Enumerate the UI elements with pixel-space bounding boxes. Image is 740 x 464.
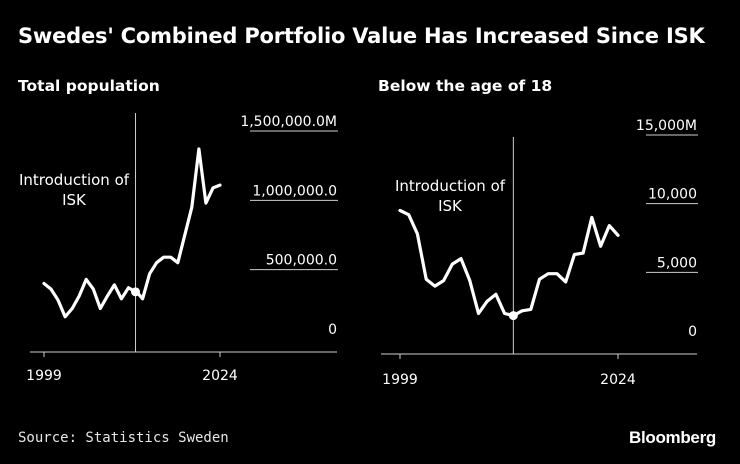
source-note: Source: Statistics Sweden	[18, 430, 229, 446]
chart1-isk-marker	[131, 287, 141, 297]
chart1-annotation: Introduction of ISK	[19, 171, 130, 209]
chart1-annotation-line: ISK	[62, 191, 87, 209]
chart-title-total-population: Total population	[18, 77, 160, 95]
chart2-annotation-line: ISK	[438, 197, 463, 215]
chart2-y-tick-label: 0	[688, 324, 697, 340]
chart1-y-tick-label: 500,000.0	[266, 253, 337, 269]
page-title: Swedes' Combined Portfolio Value Has Inc…	[18, 24, 705, 48]
chart2-y-tick-label: 15,000M	[636, 118, 697, 134]
chart2-annotation-line: Introduction of	[395, 177, 506, 195]
chart1-x-tick-label: 2024	[202, 368, 238, 384]
chart1-y-tick-label: 1,000,000.0	[252, 183, 337, 199]
chart1-y-tick-label: 1,500,000.0M	[240, 114, 337, 130]
chart1-y-tick-label: 0	[328, 322, 337, 338]
chart1-x-tick-label: 1999	[26, 368, 62, 384]
chart1-annotation-line: Introduction of	[19, 171, 130, 189]
chart-title-below-18: Below the age of 18	[378, 77, 553, 95]
chart2-annotation: Introduction of ISK	[395, 177, 506, 215]
chart2-y-tick-label: 5,000	[657, 255, 697, 271]
chart2-y-tick-label: 10,000	[648, 187, 697, 203]
chart2-series-line	[398, 208, 620, 318]
chart2-isk-marker	[508, 311, 518, 321]
chart2-x-tick-label: 1999	[382, 372, 418, 388]
bloomberg-logo: Bloomberg	[628, 428, 716, 447]
chart2-x-tick-label: 2024	[600, 372, 636, 388]
